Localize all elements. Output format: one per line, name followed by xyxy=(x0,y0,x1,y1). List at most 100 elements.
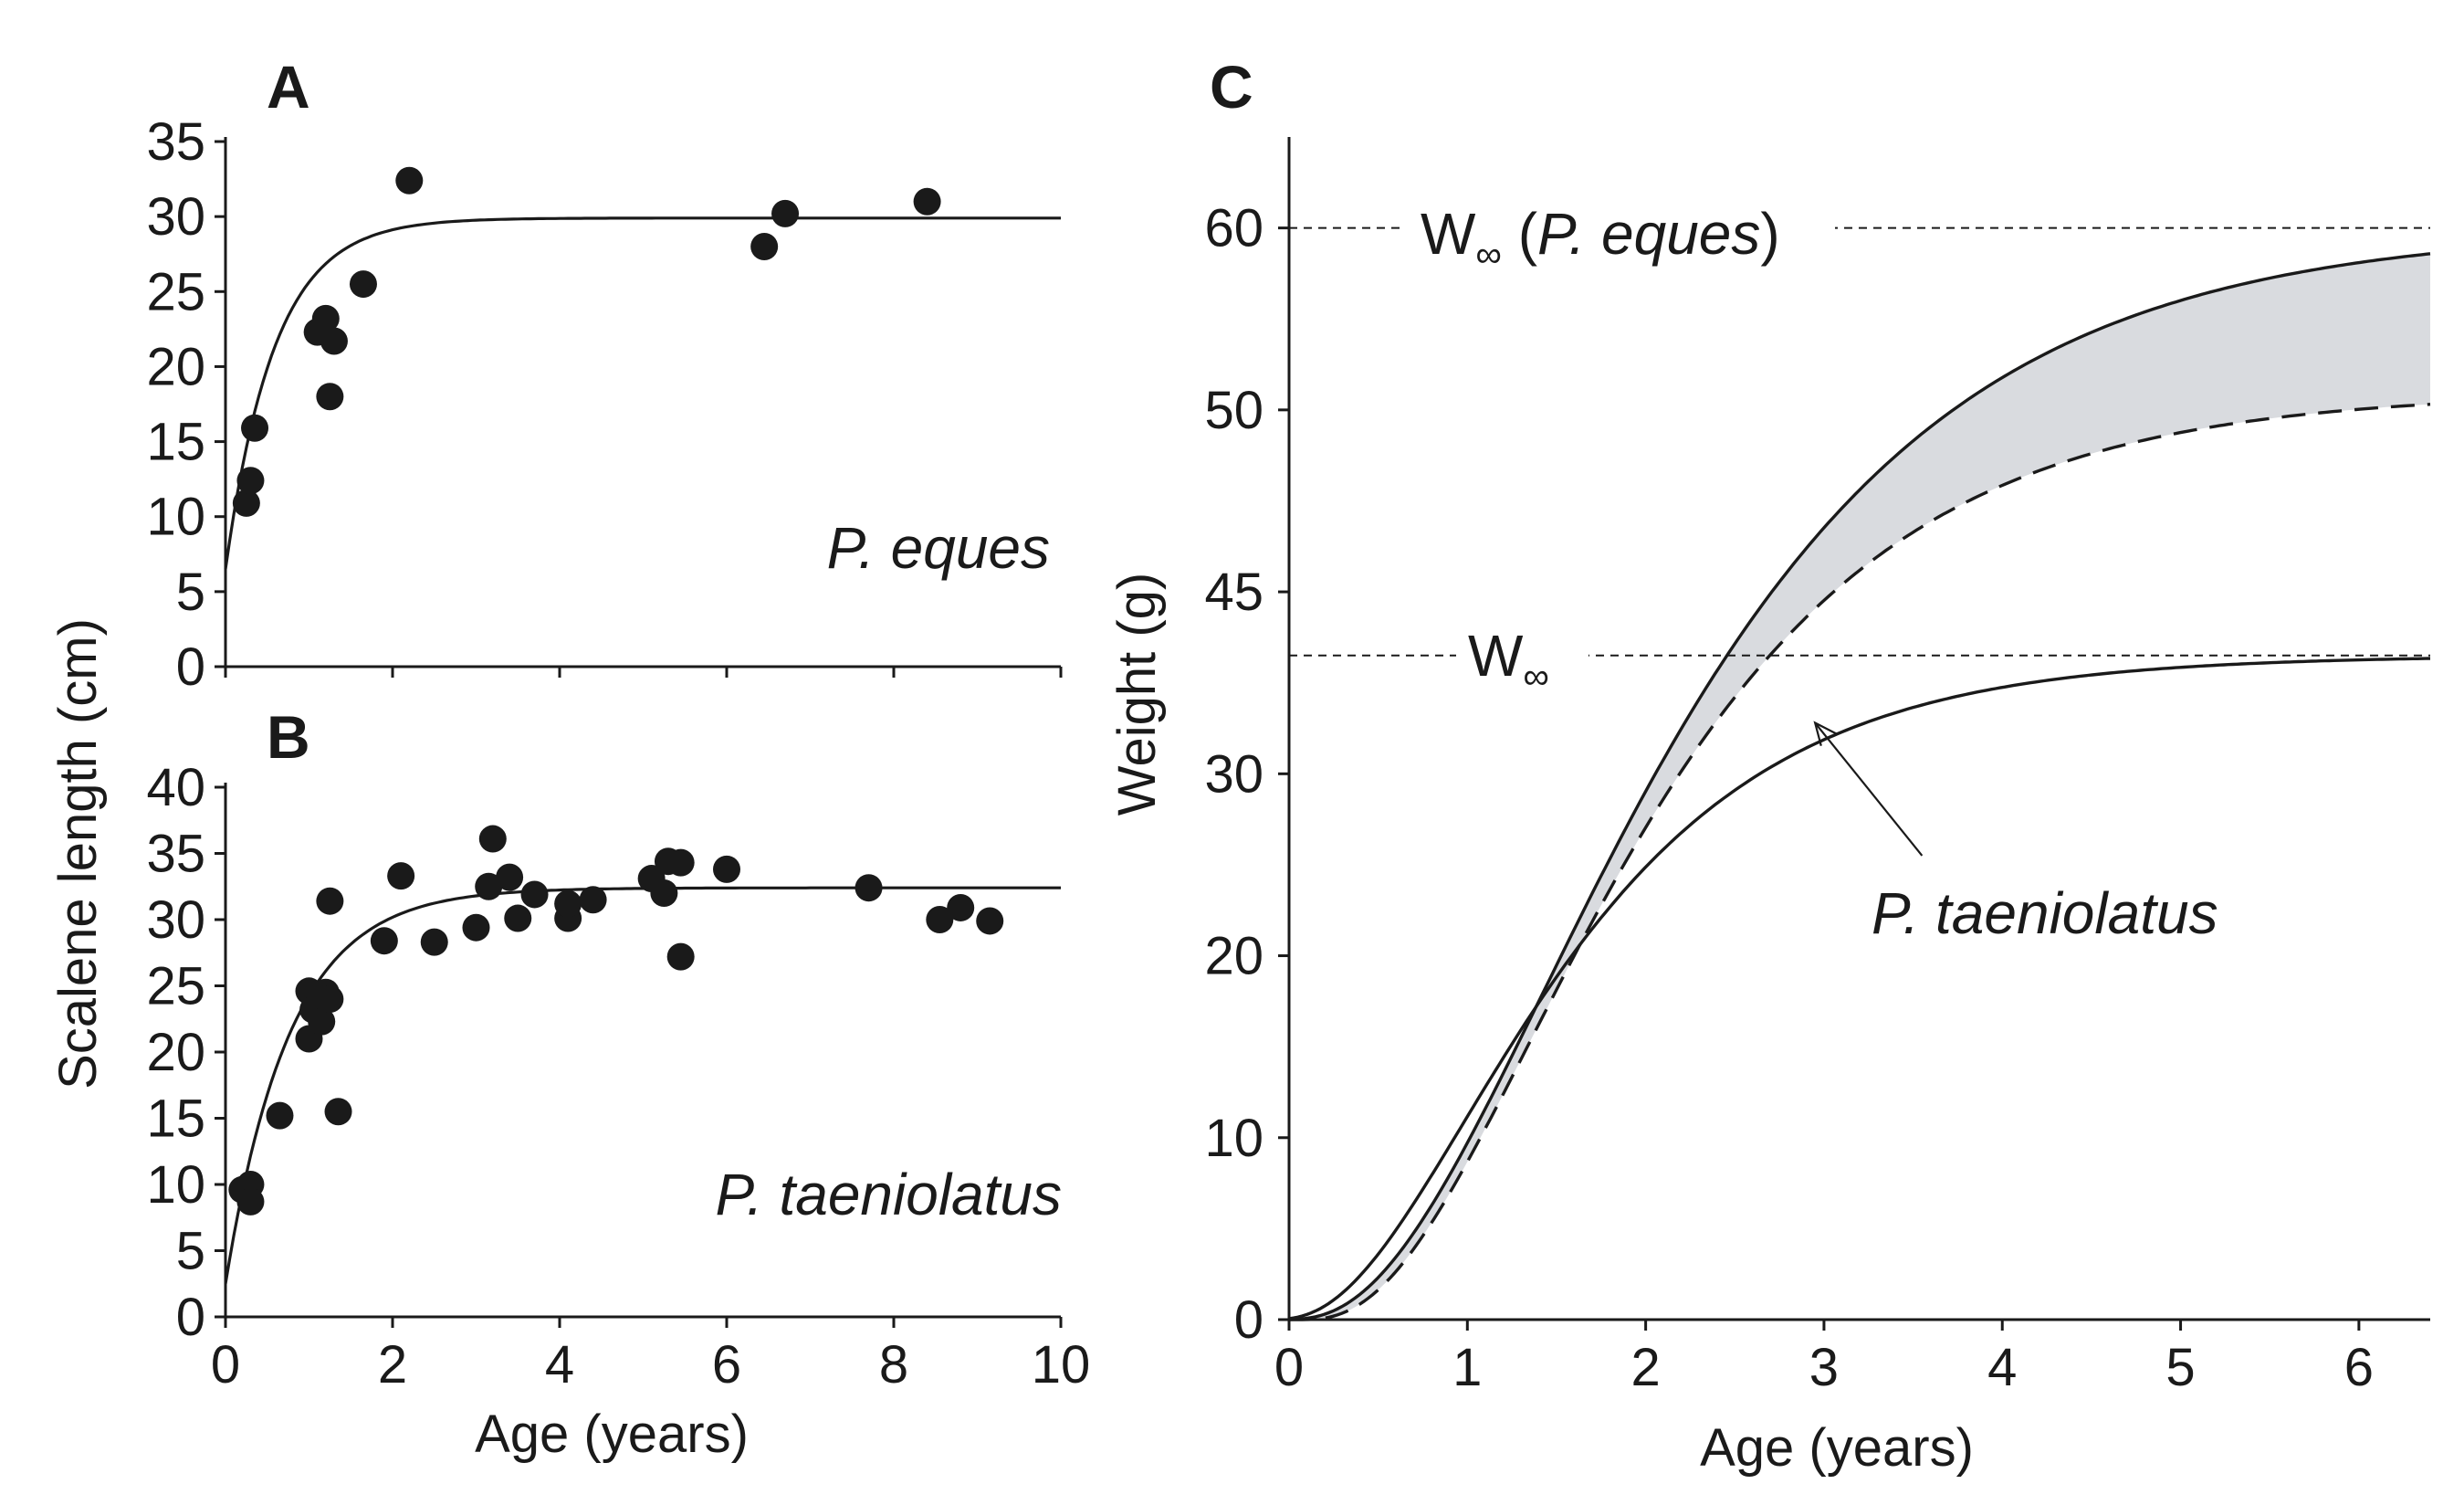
winf-eques-sub: ∞ xyxy=(1475,235,1502,275)
panel-c-x-tick-label: 4 xyxy=(1987,1338,2017,1397)
winf-eques-paren-close: ) xyxy=(1760,201,1779,267)
panel-b-data-point xyxy=(666,848,695,877)
panel-b-data-point xyxy=(926,906,954,933)
panel-c-curve-eques xyxy=(1288,252,2431,1321)
panel-b-y-tick-label: 25 xyxy=(146,957,205,1016)
panel-c-x-tick-label: 5 xyxy=(2165,1338,2195,1397)
panel-c-letter: C xyxy=(1210,53,1253,121)
panel-c-annotation-arrow-shaft xyxy=(1814,721,1924,857)
panel-b-data-point xyxy=(266,1101,294,1130)
panel-b-y-tick-label: 0 xyxy=(176,1288,205,1347)
panel-a-y-tick-label: 10 xyxy=(146,488,205,547)
panel-b-x-tick-label: 0 xyxy=(211,1335,240,1394)
panel-a-y-tick-label: 20 xyxy=(146,337,205,396)
panel-c-y-axis-title: Weight (g) xyxy=(1107,573,1167,816)
panel-c-y-tick-label: 20 xyxy=(1204,927,1263,986)
panel-b-y-tick-label: 30 xyxy=(146,890,205,950)
panel-b-data-point xyxy=(478,825,507,853)
panel-b-data-point xyxy=(520,880,549,909)
panel-b-x-tick-label: 10 xyxy=(1032,1335,1091,1394)
winf-eques-paren-open: ( xyxy=(1502,201,1537,267)
panel-a-data-point xyxy=(395,166,424,195)
panel-b-data-point xyxy=(713,855,740,883)
panel-a-y-tick-label: 35 xyxy=(146,112,205,172)
panel-b-data-point xyxy=(496,863,524,891)
panel-c-x-tick-label: 6 xyxy=(2344,1338,2374,1397)
panel-c-y-tick-label: 30 xyxy=(1204,744,1263,804)
panel-b-data-point xyxy=(316,887,344,915)
winf-eques-label: W∞ (P. eques) xyxy=(1421,201,1780,275)
panel-a-data-point xyxy=(316,383,344,411)
panel-c-y-tick-label: 50 xyxy=(1204,381,1263,440)
panel-a-data-point xyxy=(232,489,260,517)
panel-b-data-point xyxy=(666,942,695,971)
panel-c-annotation-arrow-head xyxy=(1813,721,1837,746)
panel-a-fit-curve xyxy=(224,216,1061,570)
panel-b-data-point xyxy=(370,927,398,955)
panel-b-data-point xyxy=(579,886,607,914)
winf-eques-w: W xyxy=(1421,201,1476,267)
panel-b-y-tick-label: 15 xyxy=(146,1089,205,1149)
panel-b-y-tick-label: 35 xyxy=(146,825,205,884)
panel-b-data-point xyxy=(475,872,503,900)
panel-a-y-tick-label: 5 xyxy=(176,563,205,622)
panel-b-data-point xyxy=(316,985,344,1013)
panel-b-y-tick-label: 5 xyxy=(176,1222,205,1281)
panel-a-y-tick-label: 30 xyxy=(146,187,205,247)
panel-c-y-tick-label: 0 xyxy=(1234,1290,1263,1350)
panel-a-data-point xyxy=(913,187,941,216)
panel-b-x-tick-label: 4 xyxy=(545,1335,574,1394)
panel-b-data-point xyxy=(462,913,490,942)
panel-b-data-point xyxy=(236,1187,265,1216)
panel-b-data-point xyxy=(504,904,532,932)
panel-b-data-point xyxy=(420,928,448,956)
panel-b-y-tick-label: 20 xyxy=(146,1023,205,1082)
panel-a-y-tick-label: 15 xyxy=(146,413,205,472)
panel-a-data-point xyxy=(349,270,377,299)
panel-b-data-point xyxy=(947,893,975,921)
panel-a-data-point xyxy=(750,233,779,260)
panel-a-y-tick-label: 0 xyxy=(176,637,205,697)
panel-c-y-tick-label: 10 xyxy=(1204,1109,1263,1168)
panel-b-y-tick-label: 40 xyxy=(146,758,205,817)
panel-b-letter: B xyxy=(267,703,310,771)
panel-a: A 0 5 10 15 20 25 30 35 P. eques xyxy=(146,53,1063,697)
panel-a-data-point xyxy=(771,199,800,227)
panel-b-data-point xyxy=(308,1007,336,1036)
winf-eques-species: P. eques xyxy=(1537,201,1760,267)
panel-c-x-tick-label: 2 xyxy=(1630,1338,1660,1397)
panel-b-x-tick-label: 8 xyxy=(879,1335,908,1394)
winf-taeniolatus-label-bg xyxy=(1456,621,1588,703)
panel-a-letter: A xyxy=(267,53,310,121)
panel-b-species-label: P. taeniolatus xyxy=(715,1162,1062,1227)
panel-c-curve-taeniolatus xyxy=(1288,657,2431,1321)
winf-taeniolatus-sub: ∞ xyxy=(1523,657,1549,697)
panel-b-x-tick-label: 6 xyxy=(712,1335,741,1394)
panel-b-data-point xyxy=(650,879,678,907)
panel-b-x-tick-label: 2 xyxy=(378,1335,407,1394)
panel-a-data-point xyxy=(241,414,269,442)
panel-c-y-tick-label: 60 xyxy=(1204,199,1263,258)
panel-b-data-point xyxy=(324,1098,352,1126)
panel-a-data-point xyxy=(311,304,340,332)
panel-c-x-tick-label: 1 xyxy=(1452,1338,1482,1397)
panel-b-data-point xyxy=(554,889,582,918)
panel-b-data-point xyxy=(387,862,415,890)
panel-a-data-point xyxy=(236,467,265,495)
panel-b-x-axis-title: Age (years) xyxy=(475,1405,749,1464)
panel-c-x-axis-title: Age (years) xyxy=(1700,1418,1974,1478)
panel-a-species-label: P. eques xyxy=(827,515,1050,581)
panels-ab-y-axis-title: Scalene length (cm) xyxy=(48,618,108,1089)
panel-a-y-tick-label: 25 xyxy=(146,262,205,321)
panel-c-shaded-band xyxy=(1289,253,2430,1320)
panel-c-curve-eques-dashed xyxy=(1289,403,2431,1321)
panel-c-taeniolatus-annotation: P. taeniolatus xyxy=(1872,880,2218,946)
panel-b-y-tick-label: 10 xyxy=(146,1155,205,1215)
panel-b-data-point xyxy=(855,874,883,902)
winf-taeniolatus-w: W xyxy=(1468,623,1524,689)
panel-c-x-tick-label: 3 xyxy=(1809,1338,1839,1397)
panel-c-y-tick-label: 45 xyxy=(1204,563,1263,622)
